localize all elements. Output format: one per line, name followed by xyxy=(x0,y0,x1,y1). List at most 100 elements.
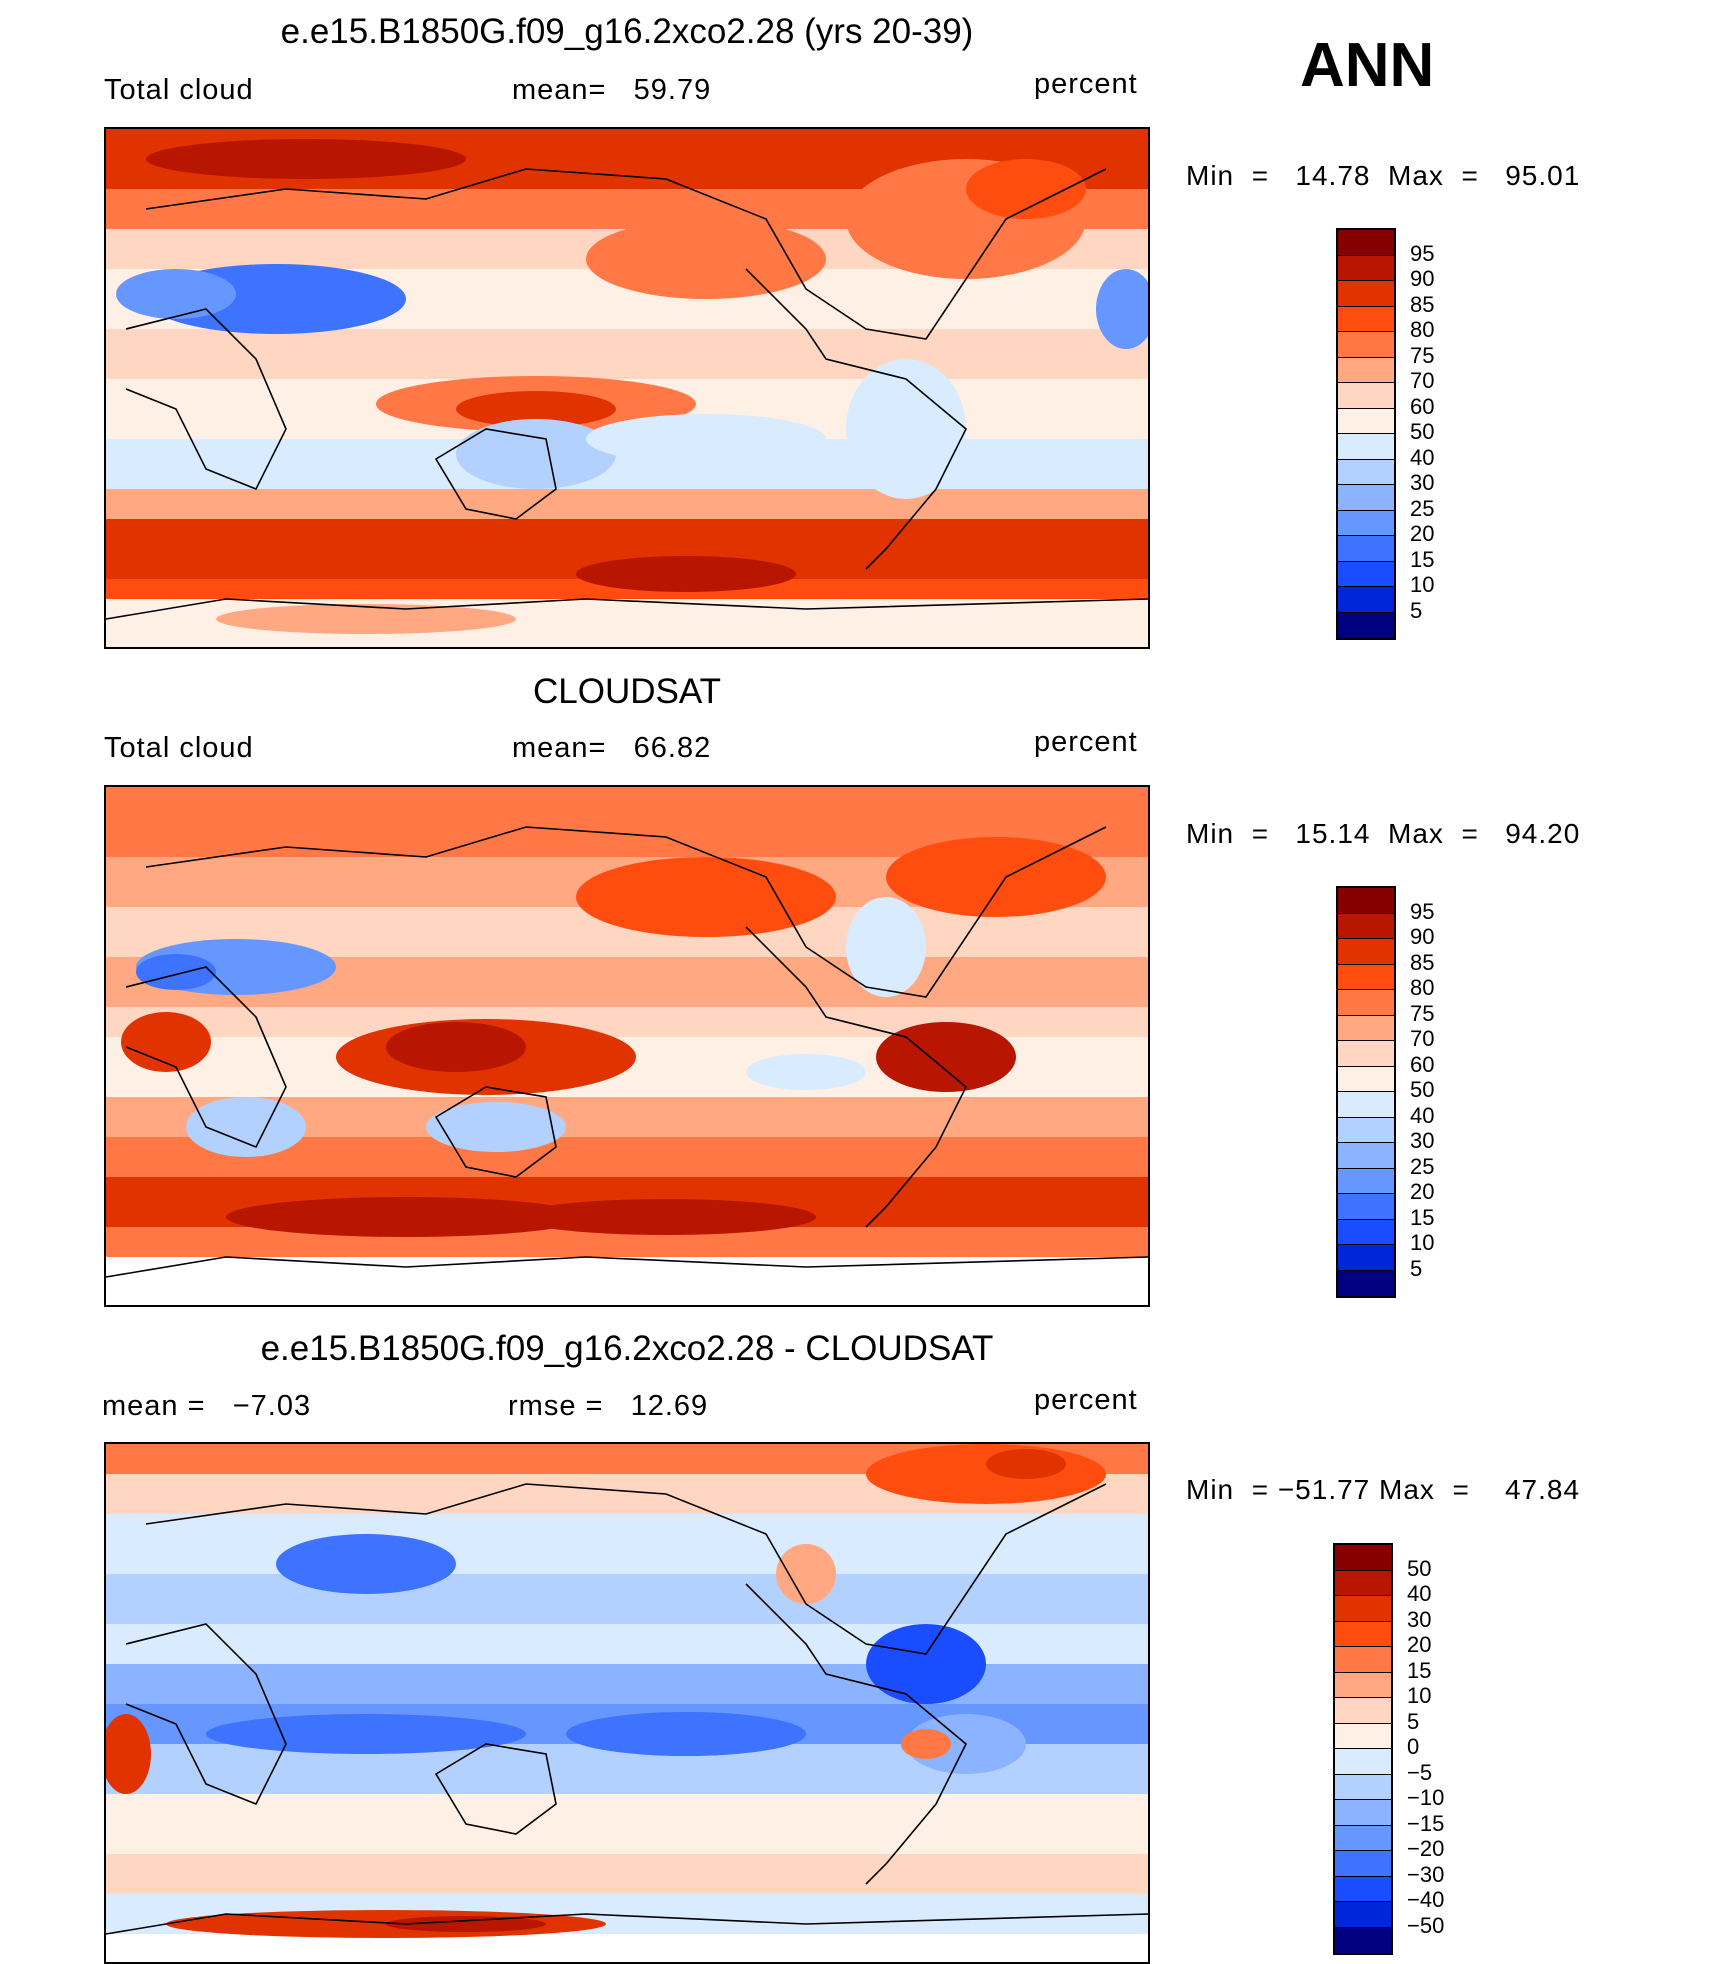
colorbar-box xyxy=(1338,1168,1394,1194)
panel1-min-value: 14.78 xyxy=(1295,160,1371,191)
colorbar-box xyxy=(1335,1749,1391,1775)
colorbar-label: 10 xyxy=(1410,572,1435,597)
colorbar-label: 15 xyxy=(1410,546,1435,572)
colorbar-box xyxy=(1338,459,1394,485)
colorbar-box xyxy=(1338,383,1394,409)
colorbar-box xyxy=(1338,1194,1394,1220)
colorbar-box xyxy=(1338,1092,1394,1118)
colorbar-box xyxy=(1338,990,1394,1016)
colorbar-label: 20 xyxy=(1410,521,1435,546)
colorbar-label: 80 xyxy=(1410,975,1435,1000)
colorbar-label: 70 xyxy=(1410,1026,1435,1051)
colorbar-box xyxy=(1338,913,1394,939)
colorbar-label: 5 xyxy=(1410,597,1423,623)
colorbar-box xyxy=(1338,332,1394,358)
colorbar-box xyxy=(1338,230,1394,256)
colorbar-label: 20 xyxy=(1410,1179,1435,1204)
panel2-stats: Min = 15.14 Max = 94.20 xyxy=(1186,818,1581,849)
panel1-units: percent xyxy=(1034,68,1138,100)
panel1-map xyxy=(104,127,1150,649)
colorbar-label: −10 xyxy=(1407,1785,1445,1810)
colorbar-box xyxy=(1338,1143,1394,1169)
colorbar-box xyxy=(1338,587,1394,613)
colorbar-label: 75 xyxy=(1410,1000,1435,1026)
colorbar-box xyxy=(1335,1545,1391,1571)
colorbar-label: 60 xyxy=(1410,1051,1435,1077)
colorbar-box xyxy=(1338,357,1394,383)
colorbar-box xyxy=(1335,1647,1391,1673)
colorbar-box xyxy=(1335,1774,1391,1800)
colorbar-label: 25 xyxy=(1410,1153,1435,1179)
colorbar-label: −30 xyxy=(1407,1861,1445,1887)
colorbar-box xyxy=(1335,1800,1391,1826)
panel3-min-value: −51.77 xyxy=(1277,1474,1371,1505)
panel1-stats: Min = 14.78 Max = 95.01 xyxy=(1186,160,1581,191)
colorbar-box xyxy=(1338,964,1394,990)
panel3-mean-label: mean = −7.03 xyxy=(102,1390,312,1422)
panel3-mean-value: −7.03 xyxy=(232,1390,312,1422)
colorbar-box xyxy=(1338,888,1394,914)
colorbar-label: −40 xyxy=(1407,1887,1445,1912)
colorbar-label: 95 xyxy=(1410,898,1435,924)
colorbar-label: −5 xyxy=(1407,1759,1433,1785)
panel2-max-value: 94.20 xyxy=(1505,818,1581,849)
colorbar-box xyxy=(1338,1219,1394,1245)
colorbar-label: 90 xyxy=(1410,924,1435,949)
colorbar-label: 5 xyxy=(1407,1708,1420,1734)
colorbar-box xyxy=(1338,612,1394,638)
colorbar-label: 40 xyxy=(1410,1102,1435,1128)
colorbar-box xyxy=(1338,408,1394,434)
panel2-min-value: 15.14 xyxy=(1295,818,1371,849)
colorbar-box xyxy=(1338,1041,1394,1067)
colorbar-label: 30 xyxy=(1410,1128,1435,1153)
colorbar-label: 50 xyxy=(1407,1555,1432,1581)
colorbar-label: 30 xyxy=(1410,470,1435,495)
colorbar-box xyxy=(1338,1066,1394,1092)
colorbar-label: −50 xyxy=(1407,1912,1445,1938)
colorbar-box xyxy=(1338,561,1394,587)
panel2-colorbar xyxy=(1336,886,1396,1298)
colorbar-box xyxy=(1335,1723,1391,1749)
colorbar-label: 0 xyxy=(1407,1734,1420,1759)
colorbar-label: 95 xyxy=(1410,240,1435,266)
panel2-mean-label: mean= 66.82 xyxy=(512,732,712,764)
panel1-variable-label: Total cloud xyxy=(104,74,254,106)
panel1-max-value: 95.01 xyxy=(1505,160,1581,191)
colorbar-label: 30 xyxy=(1407,1606,1432,1632)
colorbar-box xyxy=(1335,1570,1391,1596)
panel3-map xyxy=(104,1442,1150,1964)
colorbar-box xyxy=(1335,1876,1391,1902)
colorbar-label: 10 xyxy=(1410,1230,1435,1255)
panel2-units: percent xyxy=(1034,726,1138,758)
colorbar-box xyxy=(1338,536,1394,562)
colorbar-label: −20 xyxy=(1407,1836,1445,1861)
season-label: ANN xyxy=(1300,31,1435,100)
colorbar-box xyxy=(1338,1270,1394,1296)
panel3-max-value: 47.84 xyxy=(1504,1474,1581,1505)
panel2-title: CLOUDSAT xyxy=(533,672,721,711)
colorbar-label: 50 xyxy=(1410,419,1435,444)
colorbar-box xyxy=(1335,1621,1391,1647)
colorbar-label: 5 xyxy=(1410,1255,1423,1281)
panel1-mean-value: 59.79 xyxy=(633,74,712,106)
colorbar-box xyxy=(1338,1245,1394,1271)
colorbar-label: 75 xyxy=(1410,342,1435,368)
colorbar-box xyxy=(1335,1698,1391,1724)
panel2-map xyxy=(104,785,1150,1307)
panel2-mean-value: 66.82 xyxy=(633,732,712,764)
panel1-colorbar xyxy=(1336,228,1396,640)
colorbar-label: −15 xyxy=(1407,1810,1445,1836)
colorbar-label: 15 xyxy=(1410,1204,1435,1230)
colorbar-label: 15 xyxy=(1407,1657,1432,1683)
colorbar-label: 40 xyxy=(1410,444,1435,470)
colorbar-label: 80 xyxy=(1410,317,1435,342)
colorbar-box xyxy=(1335,1902,1391,1928)
colorbar-box xyxy=(1335,1851,1391,1877)
colorbar-label: 40 xyxy=(1407,1581,1432,1606)
panel3-units: percent xyxy=(1034,1384,1138,1416)
panel3-colorbar xyxy=(1333,1543,1393,1955)
colorbar-box xyxy=(1338,1117,1394,1143)
colorbar-box xyxy=(1335,1596,1391,1622)
colorbar-label: 85 xyxy=(1410,291,1435,317)
colorbar-box xyxy=(1338,281,1394,307)
